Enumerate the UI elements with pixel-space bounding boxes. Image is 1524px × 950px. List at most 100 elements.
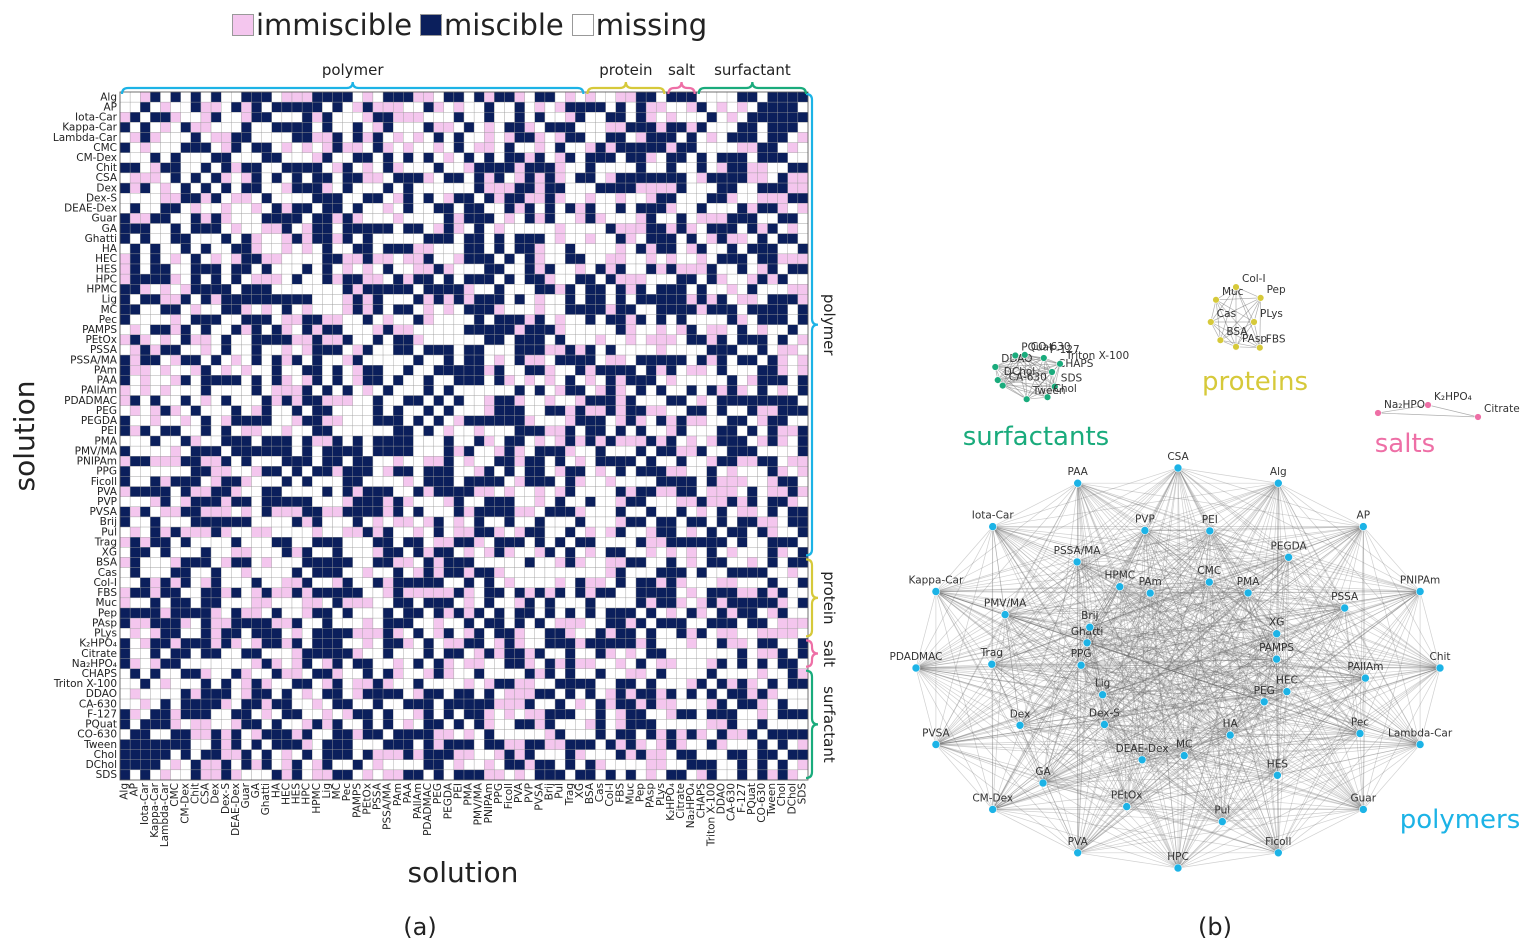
heatmap-cell: [322, 486, 333, 497]
heatmap-cell: [251, 273, 262, 285]
heatmap-cell: [777, 425, 788, 437]
heatmap-cell: [554, 526, 566, 538]
heatmap-cell: [494, 537, 505, 548]
heatmap-cell: [200, 385, 212, 396]
heatmap-cell: [504, 445, 515, 457]
heatmap-cell: [352, 739, 364, 750]
heatmap-cell: [565, 243, 576, 255]
heatmap-cell: [494, 172, 505, 184]
heatmap-cell: [372, 445, 384, 457]
heatmap-cell: [473, 203, 485, 214]
heatmap-cell: [221, 537, 232, 548]
heatmap-cell: [170, 547, 181, 558]
heatmap-cell: [696, 334, 708, 346]
heatmap-cell: [635, 617, 647, 629]
heatmap-cell: [312, 678, 323, 690]
heatmap-cell: [494, 132, 505, 143]
heatmap-row-label: DEAE-Dex: [64, 203, 117, 215]
heatmap-cell: [484, 506, 495, 518]
heatmap-cell: [301, 284, 313, 295]
heatmap-cell: [534, 142, 546, 153]
heatmap-cell: [271, 668, 283, 680]
heatmap-cell: [372, 273, 384, 285]
y-axis-title: solution: [8, 381, 41, 492]
heatmap-cell: [291, 638, 303, 649]
heatmap-cell: [119, 516, 131, 528]
heatmap-cell: [706, 486, 718, 497]
heatmap-cell: [251, 415, 262, 427]
heatmap-cell: [777, 233, 788, 244]
heatmap-cell: [241, 354, 252, 366]
heatmap-cell: [625, 344, 637, 356]
network-edge: [1344, 607, 1441, 669]
heatmap-cell: [332, 142, 343, 153]
heatmap-cell: [301, 607, 313, 619]
heatmap-cell: [605, 719, 616, 730]
heatmap-cell: [706, 476, 718, 487]
heatmap-cell: [271, 607, 283, 619]
heatmap-cell: [514, 273, 525, 285]
heatmap-cell: [494, 617, 505, 629]
heatmap-cell: [575, 324, 586, 336]
heatmap-cell: [433, 294, 444, 305]
heatmap-cell: [686, 193, 697, 204]
heatmap-cell: [322, 233, 333, 244]
heatmap-cell: [150, 506, 161, 518]
network-edge: [1288, 557, 1421, 745]
heatmap-cell: [463, 698, 475, 710]
heatmap-cell: [524, 617, 536, 629]
heatmap-cell: [716, 122, 728, 133]
heatmap-cell: [251, 91, 262, 103]
heatmap-cell: [372, 304, 384, 315]
heatmap-cell: [797, 709, 809, 720]
heatmap-cell: [372, 607, 384, 619]
heatmap-cell: [605, 496, 616, 508]
network-edge: [1177, 467, 1185, 756]
network-edge: [1177, 467, 1279, 484]
heatmap-cell: [534, 719, 546, 730]
heatmap-cell: [352, 314, 364, 325]
network-edge: [1089, 467, 1179, 628]
heatmap-cell: [686, 344, 697, 356]
heatmap-cell: [463, 476, 475, 487]
heatmap-cell: [261, 709, 272, 720]
heatmap-cell: [241, 152, 252, 164]
heatmap-cell: [129, 354, 141, 366]
heatmap-cell: [119, 354, 131, 366]
heatmap-cell: [221, 243, 232, 255]
heatmap-cell: [362, 709, 374, 720]
heatmap-cell: [494, 314, 505, 325]
heatmap-cell: [605, 688, 616, 700]
heatmap-cell: [463, 405, 475, 416]
heatmap-cell: [696, 658, 708, 669]
heatmap-cell: [433, 456, 444, 467]
heatmap-cell: [534, 91, 546, 103]
heatmap-cell: [190, 223, 202, 234]
heatmap-cell: [625, 425, 637, 437]
heatmap-cell: [686, 567, 697, 578]
heatmap-cell: [403, 122, 414, 133]
heatmap-cell: [372, 324, 384, 336]
heatmap-cell: [595, 375, 606, 386]
heatmap-cell: [514, 739, 525, 750]
heatmap-cell: [433, 213, 444, 224]
heatmap-cell: [686, 557, 697, 568]
heatmap-cell: [180, 344, 192, 356]
heatmap-column-label: DEAE-Dex: [230, 783, 242, 836]
heatmap-cell: [686, 435, 697, 447]
heatmap-cell: [737, 253, 748, 265]
heatmap-cell: [221, 638, 232, 649]
heatmap-cell: [332, 284, 343, 295]
heatmap-cell: [160, 294, 171, 305]
heatmap-cell: [210, 709, 222, 720]
heatmap-cell: [534, 112, 546, 123]
heatmap-cell: [342, 597, 353, 609]
heatmap-cell: [575, 557, 586, 568]
heatmap-cell: [544, 638, 556, 649]
heatmap-cell: [554, 496, 566, 508]
heatmap-cell: [372, 354, 384, 366]
heatmap-cell: [362, 324, 374, 336]
heatmap-cell: [231, 425, 242, 437]
heatmap-cell: [160, 597, 171, 609]
heatmap-cell: [342, 243, 353, 255]
